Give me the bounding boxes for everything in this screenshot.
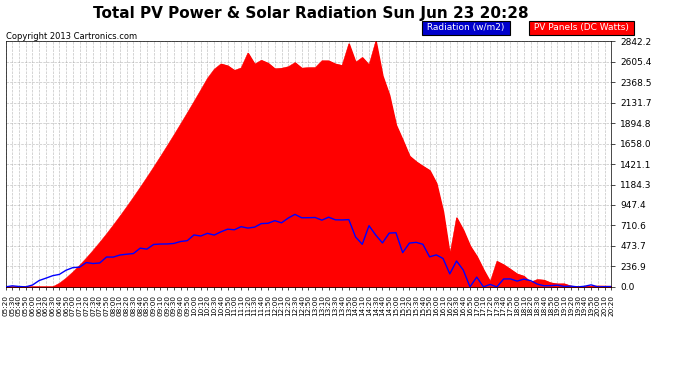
Text: PV Panels (DC Watts): PV Panels (DC Watts) [531, 23, 632, 32]
Text: Total PV Power & Solar Radiation Sun Jun 23 20:28: Total PV Power & Solar Radiation Sun Jun… [92, 6, 529, 21]
Text: Radiation (w/m2): Radiation (w/m2) [424, 23, 508, 32]
Text: Copyright 2013 Cartronics.com: Copyright 2013 Cartronics.com [6, 32, 137, 41]
